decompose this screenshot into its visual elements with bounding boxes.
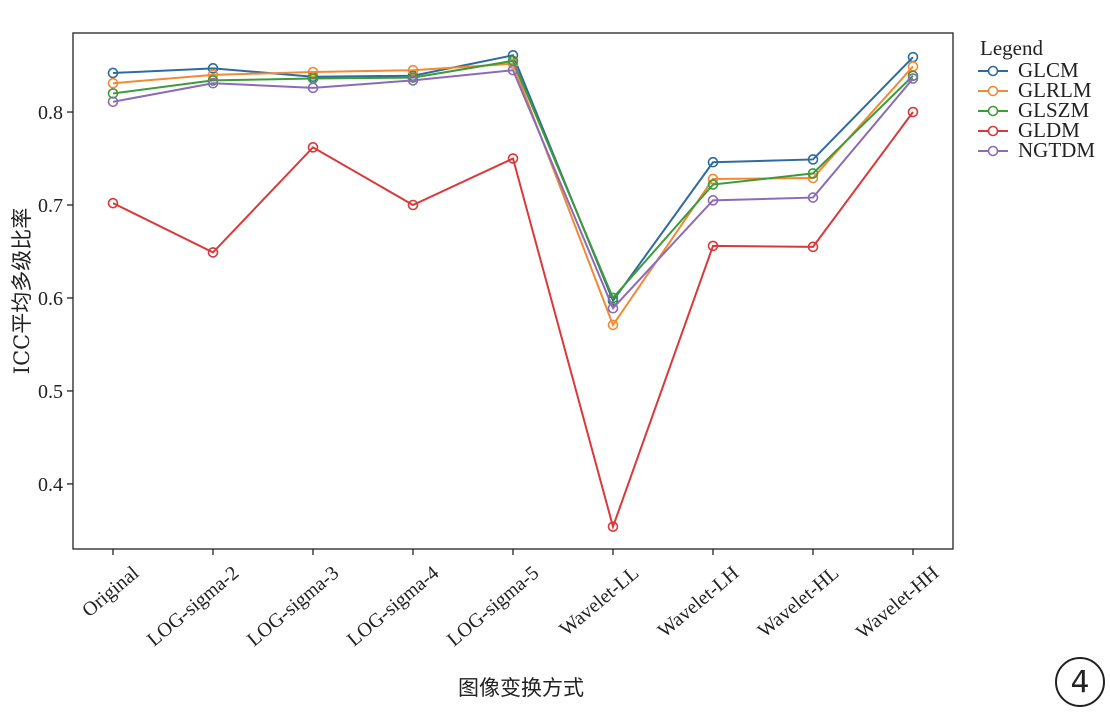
figure-number-badge: 4: [1055, 657, 1105, 707]
legend-label: GLRLM: [1018, 78, 1092, 102]
x-tick-label: LOG-sigma-5: [443, 562, 543, 651]
x-tick-label: Wavelet-HL: [754, 562, 843, 642]
data-point: [507, 64, 519, 76]
legend-label: NGTDM: [1018, 138, 1095, 162]
legend-title: Legend: [980, 36, 1043, 60]
data-point: [607, 319, 619, 331]
x-tick-label: Wavelet-HH: [852, 562, 943, 644]
data-point: [207, 63, 219, 74]
x-tick-label: Original: [78, 562, 144, 622]
data-point: [807, 192, 819, 203]
figure-number: 4: [1070, 664, 1090, 700]
y-axis-title: ICC平均多级比率: [10, 208, 34, 374]
data-point: [907, 106, 919, 118]
y-tick-label: 0.5: [38, 381, 63, 403]
y-tick-label: 0.7: [38, 195, 63, 217]
data-point: [707, 240, 719, 252]
series-glrlm: [107, 58, 919, 331]
series-gldm: [107, 106, 919, 532]
legend-label: GLCM: [1018, 58, 1079, 82]
data-point: [407, 75, 419, 86]
data-point: [807, 154, 819, 165]
data-point: [607, 302, 619, 314]
plot-area: [72, 32, 954, 550]
series-line: [112, 62, 914, 328]
data-point: [707, 195, 719, 206]
data-point: [707, 156, 719, 168]
series-line: [112, 59, 914, 300]
series-line: [112, 111, 914, 531]
x-tick-label: LOG-sigma-2: [143, 562, 243, 651]
data-point: [307, 142, 319, 153]
x-tick-label: Wavelet-LL: [555, 562, 643, 641]
data-point: [307, 66, 319, 78]
x-tick-label: LOG-sigma-4: [343, 562, 443, 651]
series-layer: [107, 50, 919, 532]
series-line: [112, 69, 914, 311]
legend-marker: [987, 145, 999, 157]
y-tick-label: 0.4: [38, 474, 63, 496]
data-point: [107, 96, 119, 108]
data-point: [507, 153, 519, 164]
x-tick-label: Wavelet-LH: [654, 562, 743, 642]
data-point: [307, 82, 319, 94]
series-line: [112, 54, 914, 303]
data-point: [107, 197, 119, 209]
legend-marker: [987, 105, 999, 117]
x-axis-title: 图像变换方式: [458, 676, 584, 700]
data-point: [907, 73, 919, 84]
x-tick-label: LOG-sigma-3: [243, 562, 343, 651]
data-point: [207, 247, 219, 258]
data-point: [407, 64, 419, 76]
data-point: [707, 173, 719, 185]
y-tick-label: 0.6: [38, 288, 63, 310]
legend-marker: [987, 125, 999, 137]
data-point: [107, 77, 119, 89]
series-ngtdm: [107, 64, 919, 314]
series-glszm: [107, 55, 919, 304]
legend-label: GLDM: [1018, 118, 1080, 142]
data-point: [207, 77, 219, 89]
data-point: [607, 521, 619, 532]
data-point: [807, 241, 819, 253]
legend-marker: [987, 65, 999, 77]
y-axis: 0.4 0.5 0.6 0.7 0.8: [38, 102, 73, 496]
x-axis: Original LOG-sigma-2 LOG-sigma-3 LOG-sigma-…: [78, 549, 943, 651]
y-tick-label: 0.8: [38, 102, 63, 124]
data-point: [807, 168, 819, 179]
data-point: [107, 67, 119, 79]
data-point: [707, 179, 719, 190]
legend-marker: [987, 85, 999, 97]
legend-label: GLSZM: [1018, 98, 1090, 122]
data-point: [407, 199, 419, 211]
